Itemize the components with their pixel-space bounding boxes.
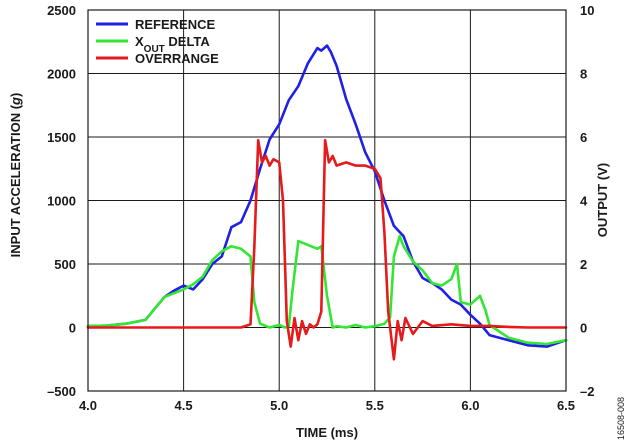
y-left-tick-label: 1500 <box>47 130 76 145</box>
y-right-tick-label: 2 <box>580 257 587 272</box>
y-left-tick-label: –500 <box>47 384 76 399</box>
x-tick-label: 5.5 <box>366 398 384 413</box>
series-line-x <box>86 234 568 346</box>
y-axis-left-title-close: ) <box>8 93 23 97</box>
y-right-tick-label: 10 <box>580 3 594 18</box>
y-right-tick-label: 4 <box>580 194 588 209</box>
y-right-tick-label: 0 <box>580 321 587 336</box>
y-left-tick-label: 2000 <box>47 67 76 82</box>
legend-label: REFERENCE <box>135 17 216 32</box>
y-axis-left-title-main: INPUT ACCELERATION ( <box>8 104 23 257</box>
plot-area-frame <box>87 9 567 392</box>
y-axis-right-title: OUTPUT (V) <box>595 163 610 237</box>
legend-label: XOUT DELTA <box>135 34 210 55</box>
y-right-tick-label: 6 <box>580 130 587 145</box>
x-tick-label: 5.0 <box>270 398 288 413</box>
y-left-tick-label: 1000 <box>47 194 76 209</box>
tick-labels: 4.0 4.5 5.0 5.5 6.0 6.5 2500 2000 1500 1000 500 0 –5… <box>47 3 594 413</box>
x-tick-label: 6.0 <box>461 398 479 413</box>
y-axis-left-title-unit: g <box>8 97 23 106</box>
x-tick-label: 6.5 <box>557 398 575 413</box>
y-axis-left-title: INPUT ACCELERATION (g) <box>8 93 23 258</box>
y-right-tick-label: 8 <box>580 67 587 82</box>
y-left-tick-label: 2500 <box>47 3 76 18</box>
x-axis-title: TIME (ms) <box>296 425 358 440</box>
y-right-tick-label: –2 <box>580 384 594 399</box>
figure-id: 16508-008 <box>616 397 626 440</box>
grid-lines <box>88 10 566 391</box>
x-tick-label: 4.5 <box>175 398 193 413</box>
series-line-overrange <box>86 138 568 361</box>
y-left-tick-label: 0 <box>69 321 76 336</box>
x-tick-label: 4.0 <box>79 398 97 413</box>
series-lines <box>86 44 568 361</box>
y-left-tick-label: 500 <box>54 257 76 272</box>
legend-label: OVERRANGE <box>135 51 219 66</box>
